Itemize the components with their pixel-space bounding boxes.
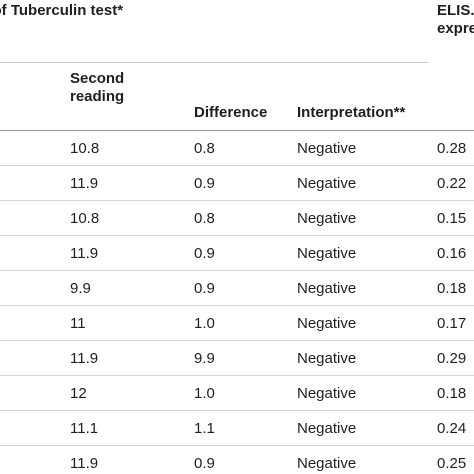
- difference-cell: 0.9: [194, 245, 215, 262]
- interpretation-cell: Negative: [297, 420, 357, 437]
- second-reading-cell: 9.9: [70, 280, 91, 297]
- interpretation-cell: Negative: [297, 245, 357, 262]
- elisa-cell: 0.29: [437, 350, 467, 367]
- table-row: 10.8 0.8 Negative 0.15: [0, 201, 474, 236]
- difference-cell: 0.9: [194, 455, 215, 472]
- elisa-group-title-line1: ELIS.: [437, 2, 474, 19]
- interpretation-cell: Negative: [297, 385, 357, 402]
- interpretation-header: Interpretation**: [297, 104, 406, 121]
- elisa-cell: 0.18: [437, 385, 467, 402]
- difference-cell: 1.1: [194, 420, 215, 437]
- table-row: 9.9 0.9 Negative 0.18: [0, 271, 474, 306]
- table-row: 11.9 9.9 Negative 0.29: [0, 341, 474, 376]
- difference-cell: 0.8: [194, 210, 215, 227]
- table-row: 11.9 0.9 Negative 0.22: [0, 166, 474, 201]
- elisa-group-title-line2: expre: [437, 20, 474, 37]
- difference-header: Difference: [194, 104, 268, 121]
- difference-cell: 1.0: [194, 315, 215, 332]
- interpretation-cell: Negative: [297, 210, 357, 227]
- second-reading-cell: 11.9: [70, 245, 99, 262]
- second-reading-cell: 11.9: [70, 175, 99, 192]
- second-reading-header: Second reading: [70, 70, 124, 106]
- table-row: 11.1 1.1 Negative 0.24: [0, 411, 474, 446]
- interpretation-cell: Negative: [297, 315, 357, 332]
- interpretation-cell: Negative: [297, 350, 357, 367]
- elisa-cell: 0.17: [437, 315, 467, 332]
- second-reading-header-line1: Second: [70, 70, 125, 87]
- table-row: 11.9 0.9 Negative 0.25: [0, 446, 474, 474]
- group-divider: [0, 62, 428, 63]
- second-reading-cell: 10.8: [70, 140, 100, 157]
- interpretation-cell: Negative: [297, 140, 357, 157]
- elisa-group-title: ELIS. expre: [437, 2, 474, 38]
- table-row: 11 1.0 Negative 0.17: [0, 306, 474, 341]
- second-reading-cell: 10.8: [70, 210, 100, 227]
- second-reading-cell: 11.9: [70, 350, 99, 367]
- second-reading-cell: 11.1: [70, 420, 99, 437]
- elisa-cell: 0.18: [437, 280, 467, 297]
- difference-cell: 0.9: [194, 280, 215, 297]
- tuberculin-group-title: ult of Tuberculin test*: [0, 2, 124, 19]
- table-row: 11.9 0.9 Negative 0.16: [0, 236, 474, 271]
- header-divider: [0, 130, 474, 131]
- elisa-cell: 0.24: [437, 420, 467, 437]
- second-reading-cell: 12: [70, 385, 87, 402]
- difference-cell: 1.0: [194, 385, 215, 402]
- table-row: 12 1.0 Negative 0.18: [0, 376, 474, 411]
- elisa-cell: 0.25: [437, 455, 467, 472]
- difference-cell: 0.9: [194, 175, 215, 192]
- second-reading-cell: 11: [70, 315, 86, 332]
- second-reading-cell: 11.9: [70, 455, 99, 472]
- difference-cell: 0.8: [194, 140, 215, 157]
- table-row: 10.8 0.8 Negative 0.28: [0, 131, 474, 166]
- interpretation-cell: Negative: [297, 455, 357, 472]
- elisa-cell: 0.15: [437, 210, 467, 227]
- second-reading-header-line2: reading: [70, 88, 125, 105]
- elisa-cell: 0.22: [437, 175, 467, 192]
- interpretation-cell: Negative: [297, 175, 357, 192]
- interpretation-cell: Negative: [297, 280, 357, 297]
- elisa-cell: 0.28: [437, 140, 467, 157]
- difference-cell: 9.9: [194, 350, 215, 367]
- elisa-cell: 0.16: [437, 245, 467, 262]
